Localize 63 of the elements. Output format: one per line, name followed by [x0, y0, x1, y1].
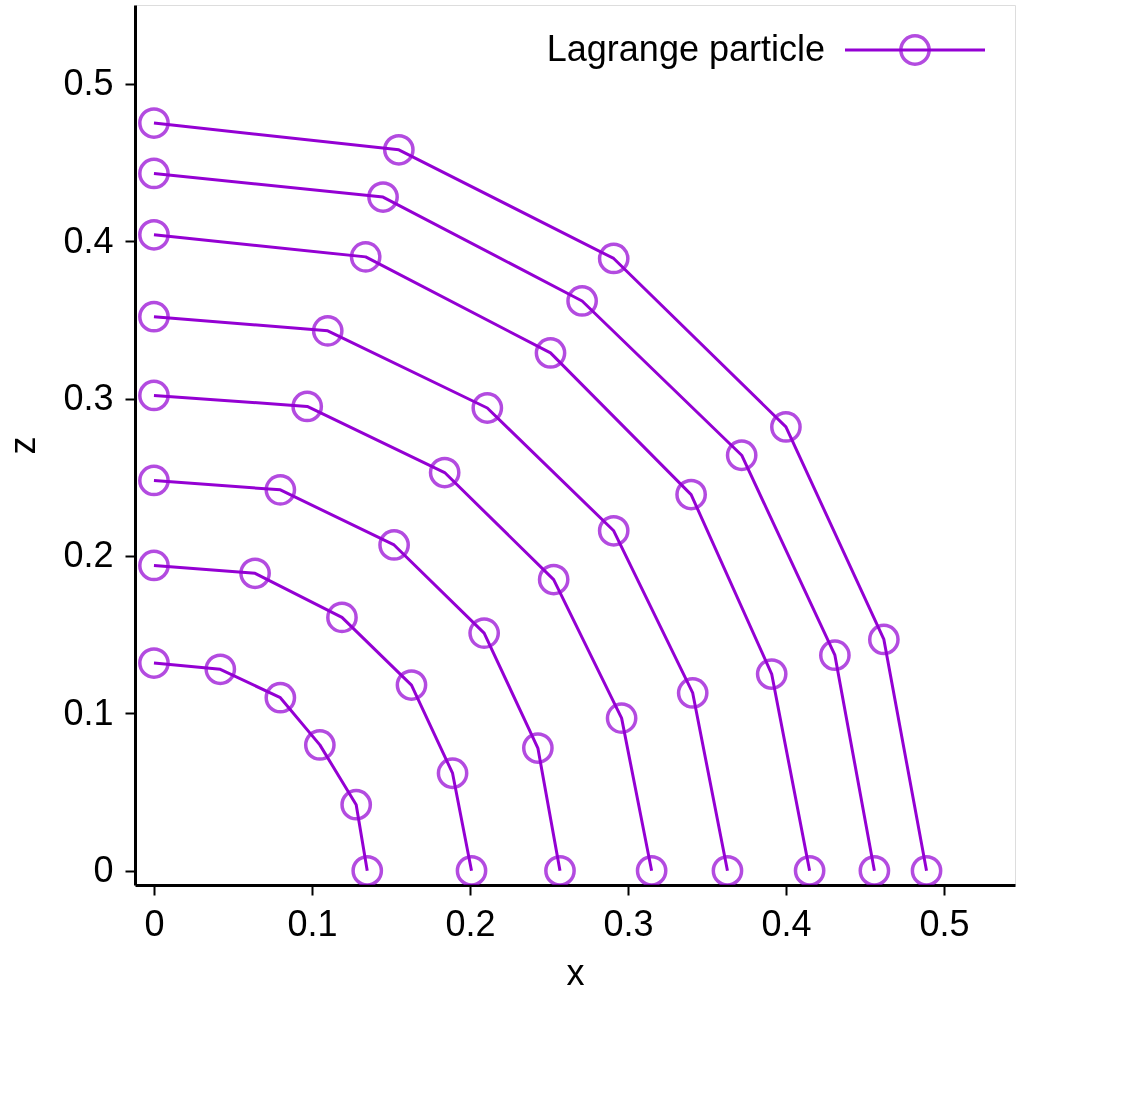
point	[537, 563, 570, 596]
y-tick-label: 0.4	[63, 219, 114, 261]
point	[436, 757, 469, 790]
legend-label: Lagrange particle	[546, 28, 825, 69]
point	[471, 392, 504, 424]
point	[755, 658, 788, 690]
point	[138, 300, 170, 333]
x-tick-label: 0.3	[603, 902, 654, 944]
point	[349, 241, 382, 273]
point	[566, 285, 598, 317]
point	[138, 157, 170, 190]
point	[303, 729, 336, 761]
x-tick-label: 0.1	[287, 902, 338, 944]
point	[910, 854, 943, 885]
point	[138, 549, 170, 582]
y-tick-label: 0.3	[63, 377, 114, 419]
point	[138, 647, 170, 679]
point	[351, 854, 384, 885]
y-tick-label: 0.1	[63, 691, 114, 733]
y-tick-label: 0.5	[63, 62, 114, 104]
point	[378, 529, 410, 561]
point	[770, 411, 802, 443]
point	[521, 732, 554, 764]
x-tick-label: 0.4	[761, 902, 812, 944]
point	[395, 669, 428, 701]
point	[291, 390, 324, 423]
point	[793, 854, 826, 885]
point	[264, 474, 297, 506]
point	[711, 854, 744, 885]
point	[367, 181, 399, 213]
point	[239, 557, 271, 590]
x-tick-label: 0	[144, 902, 165, 944]
point	[675, 478, 708, 511]
point	[858, 854, 891, 885]
point	[597, 242, 630, 275]
point	[819, 639, 851, 672]
point	[597, 514, 630, 547]
point	[340, 788, 373, 821]
point	[382, 133, 415, 166]
y-tick-label: 0	[93, 849, 114, 891]
point	[138, 218, 170, 251]
y-axis-title: z	[2, 436, 44, 455]
point	[534, 337, 567, 369]
x-tick-label: 0.2	[445, 902, 496, 944]
x-tick-label: 0.5	[919, 902, 970, 944]
point	[138, 107, 170, 139]
point	[725, 439, 758, 472]
point	[264, 681, 297, 714]
point	[605, 702, 638, 734]
point	[138, 379, 170, 412]
point	[468, 617, 501, 649]
point	[867, 623, 900, 656]
point	[544, 854, 576, 885]
point	[311, 315, 344, 347]
point	[326, 601, 358, 634]
y-tick-label: 0.2	[63, 534, 114, 576]
point	[428, 456, 461, 489]
point	[455, 854, 488, 885]
point	[204, 653, 237, 686]
point	[676, 677, 709, 709]
x-axis-title: x	[566, 951, 585, 993]
point	[138, 464, 170, 497]
point	[635, 854, 668, 885]
